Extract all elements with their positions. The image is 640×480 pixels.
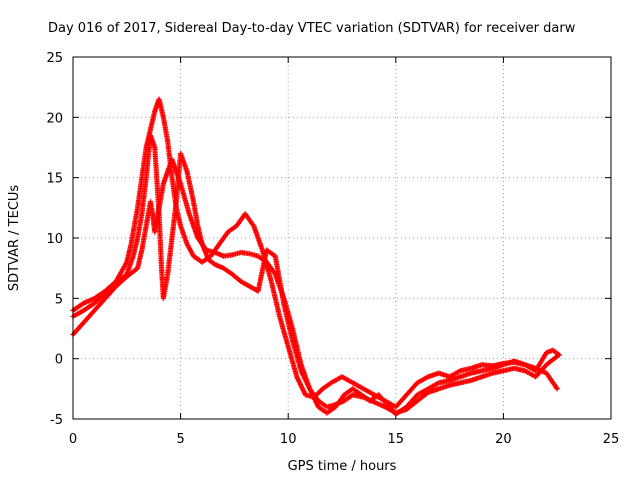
data-point (554, 386, 560, 392)
x-tick-label: 25 (603, 432, 620, 447)
chart-title: Day 016 of 2017, Sidereal Day-to-day VTE… (48, 21, 576, 36)
y-tick-label: 15 (46, 172, 63, 187)
y-tick-label: 20 (46, 111, 63, 126)
y-tick-label: 10 (46, 232, 63, 247)
series-track-a (70, 96, 560, 410)
x-tick-label: 0 (69, 432, 77, 447)
data-point (556, 352, 562, 358)
plot-frame (72, 56, 612, 420)
data-points (70, 96, 562, 417)
x-tick-label: 5 (176, 432, 184, 447)
grid (73, 57, 611, 419)
x-axis-label: GPS time / hours (288, 459, 397, 474)
tick-labels: 0 5 10 15 20 25 -5 0 5 10 15 20 25 (46, 51, 619, 447)
y-tick-label: 0 (55, 353, 63, 368)
series-track-c (70, 132, 562, 417)
x-tick-label: 20 (495, 432, 512, 447)
y-tick-label: 5 (55, 292, 63, 307)
x-tick-label: 15 (388, 432, 405, 447)
y-tick-label: -5 (50, 413, 63, 428)
y-tick-label: 25 (46, 51, 63, 66)
y-axis-label: SDTVAR / TECUs (7, 185, 22, 292)
x-tick-label: 10 (280, 432, 297, 447)
